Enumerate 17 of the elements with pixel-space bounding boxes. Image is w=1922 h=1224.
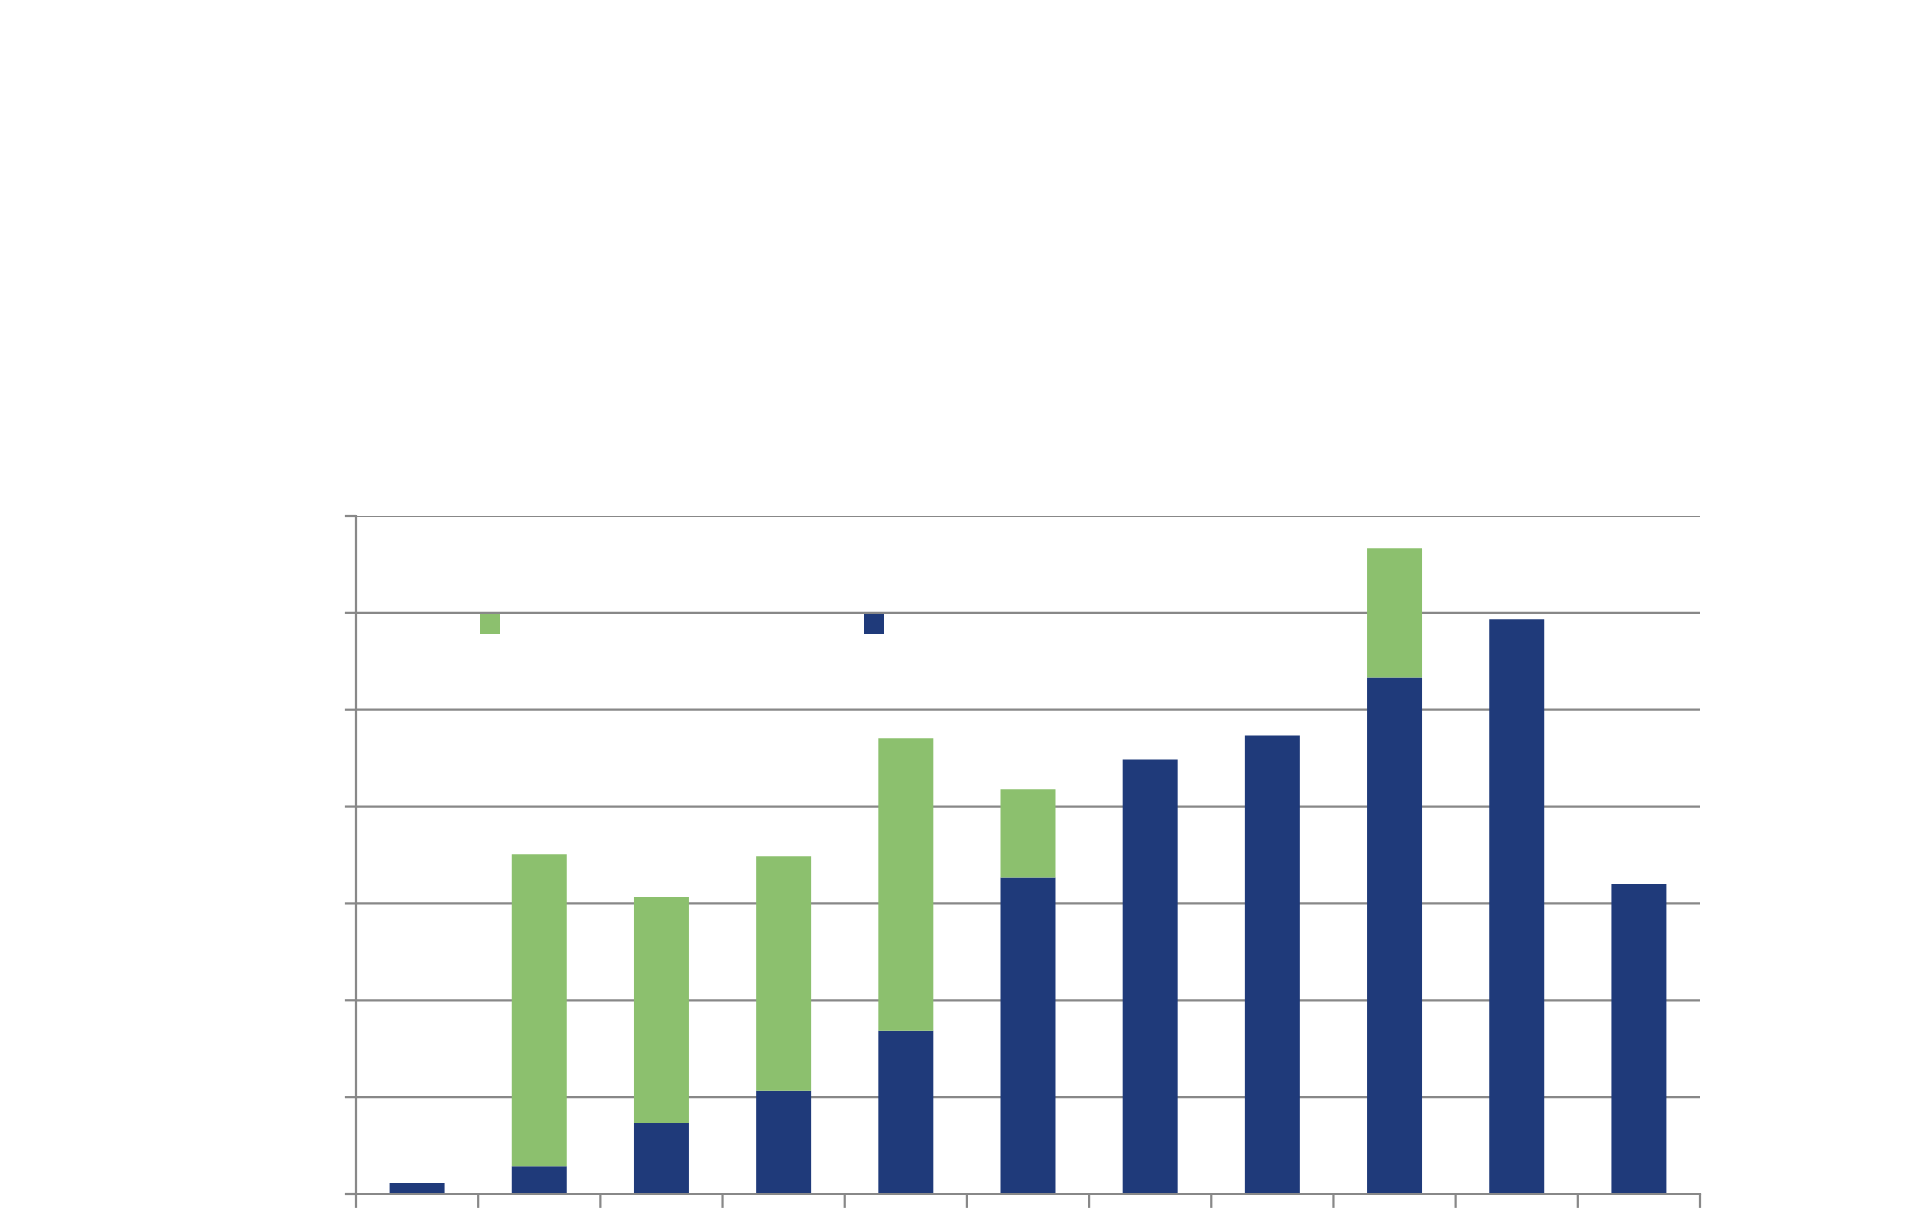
bar — [756, 1090, 812, 1194]
bar — [1367, 548, 1423, 678]
bar — [1244, 735, 1300, 1194]
bar — [1489, 619, 1545, 1194]
bar — [1000, 789, 1056, 878]
bar — [1611, 884, 1667, 1194]
bar — [1367, 677, 1423, 1194]
bar — [511, 854, 567, 1167]
bar — [633, 1122, 689, 1194]
bar — [756, 856, 812, 1091]
bar — [633, 896, 689, 1123]
bar — [1000, 877, 1056, 1194]
bar — [511, 1166, 567, 1194]
bar — [878, 1030, 934, 1194]
bar — [1122, 759, 1178, 1194]
bar — [878, 738, 934, 1031]
bar — [389, 1183, 445, 1194]
